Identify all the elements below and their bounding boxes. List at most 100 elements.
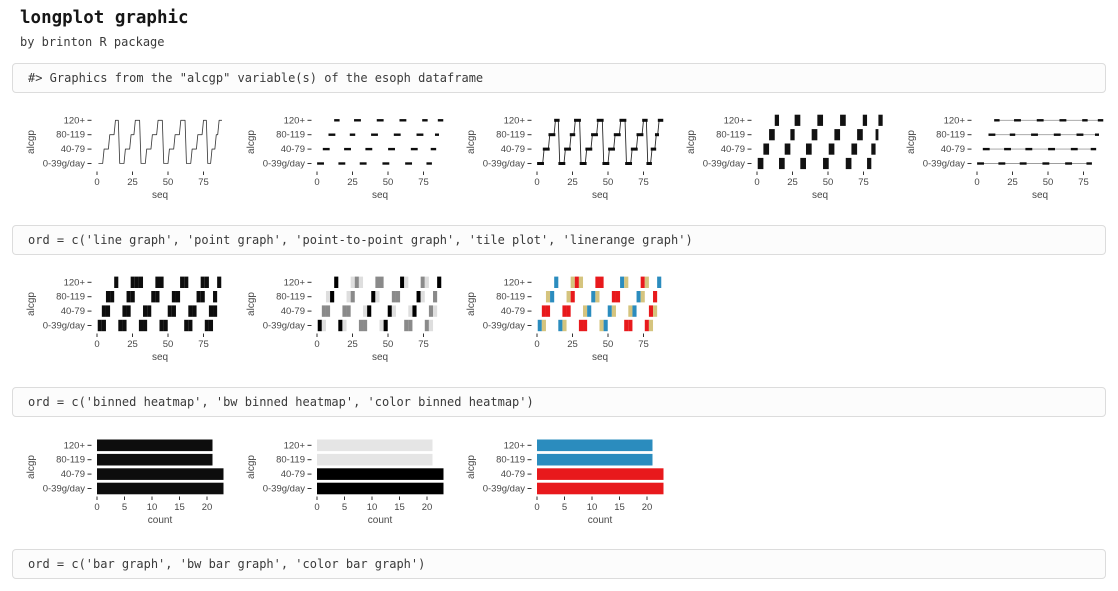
chart-canvas-point-to-point-graph: 0-39g/day 40-79 80-119 120+ 0 25 50 75 seq alcgp [466, 115, 664, 201]
svg-text:5: 5 [342, 502, 347, 513]
plot-row-heatmaps: 0-39g/day 40-79 80-119 120+ 0 25 50 75 seq alcgp … [0, 263, 1118, 375]
svg-text:0: 0 [534, 339, 539, 350]
plot-bw-binned-heatmap: 0-39g/day 40-79 80-119 120+ 0 25 50 75 seq alcgp [235, 263, 455, 375]
svg-text:50: 50 [1043, 177, 1054, 188]
svg-text:0-39g/day: 0-39g/day [483, 321, 526, 332]
svg-text:0: 0 [974, 177, 979, 188]
svg-text:120+: 120+ [284, 440, 306, 451]
svg-text:10: 10 [587, 502, 598, 513]
svg-text:25: 25 [127, 177, 138, 188]
svg-text:0-39g/day: 0-39g/day [43, 484, 86, 495]
svg-text:75: 75 [858, 177, 869, 188]
svg-text:alcgp: alcgp [686, 130, 697, 154]
svg-text:40-79: 40-79 [941, 144, 965, 155]
plot-line-graph: 0-39g/day 40-79 80-119 120+ 0 25 50 75 seq alcgp [15, 101, 235, 213]
svg-text:0: 0 [314, 177, 319, 188]
svg-text:alcgp: alcgp [466, 292, 477, 316]
svg-text:75: 75 [418, 339, 429, 350]
svg-text:40-79: 40-79 [721, 144, 745, 155]
plot-binned-heatmap: 0-39g/day 40-79 80-119 120+ 0 25 50 75 seq alcgp [15, 263, 235, 375]
svg-text:40-79: 40-79 [501, 306, 525, 317]
svg-text:120+: 120+ [944, 115, 966, 126]
svg-text:0: 0 [534, 502, 539, 513]
svg-text:80-119: 80-119 [936, 130, 965, 141]
svg-text:75: 75 [198, 339, 209, 350]
code-block-ord-heatmaps: ord = c('binned heatmap', 'bw binned hea… [12, 387, 1106, 417]
svg-text:120+: 120+ [504, 440, 526, 451]
svg-text:80-119: 80-119 [56, 455, 85, 466]
svg-text:80-119: 80-119 [56, 292, 85, 303]
svg-text:20: 20 [642, 502, 653, 513]
svg-text:0-39g/day: 0-39g/day [263, 321, 306, 332]
svg-text:120+: 120+ [504, 115, 526, 126]
svg-text:50: 50 [603, 177, 614, 188]
svg-text:0: 0 [94, 177, 99, 188]
svg-text:40-79: 40-79 [61, 306, 85, 317]
svg-text:0-39g/day: 0-39g/day [923, 159, 966, 170]
plot-bw-bar-graph: 0-39g/day 40-79 80-119 120+ 0 5 10 15 20 count alc… [235, 426, 455, 538]
svg-text:25: 25 [127, 339, 138, 350]
svg-text:0: 0 [94, 502, 99, 513]
chart-canvas-linerange-graph: 0-39g/day 40-79 80-119 120+ 0 25 50 75 seq alcgp [906, 115, 1104, 201]
chart-canvas-bw-bar-graph: 0-39g/day 40-79 80-119 120+ 0 5 10 15 20 count alc… [246, 439, 444, 526]
svg-text:120+: 120+ [64, 115, 86, 126]
chart-canvas-line-graph: 0-39g/day 40-79 80-119 120+ 0 25 50 75 seq alcgp [26, 115, 222, 201]
svg-text:0-39g/day: 0-39g/day [483, 159, 526, 170]
svg-text:10: 10 [367, 502, 378, 513]
svg-text:25: 25 [347, 339, 358, 350]
svg-text:0-39g/day: 0-39g/day [703, 159, 746, 170]
svg-text:0-39g/day: 0-39g/day [483, 484, 526, 495]
svg-text:seq: seq [372, 190, 388, 201]
svg-text:15: 15 [394, 502, 405, 513]
svg-text:40-79: 40-79 [281, 469, 305, 480]
svg-text:120+: 120+ [64, 440, 86, 451]
svg-text:20: 20 [202, 502, 213, 513]
svg-text:50: 50 [603, 339, 614, 350]
svg-text:80-119: 80-119 [56, 130, 85, 141]
svg-text:50: 50 [383, 339, 394, 350]
svg-text:40-79: 40-79 [281, 306, 305, 317]
svg-text:50: 50 [163, 339, 174, 350]
svg-text:count: count [148, 515, 173, 526]
svg-text:120+: 120+ [504, 277, 526, 288]
svg-text:alcgp: alcgp [26, 130, 37, 154]
page-title: longplot graphic [20, 8, 189, 28]
plot-row-bars: 0-39g/day 40-79 80-119 120+ 0 5 10 15 20 count alc… [0, 426, 1118, 538]
plot-color-bar-graph: 0-39g/day 40-79 80-119 120+ 0 5 10 15 20 count alc… [455, 426, 675, 538]
svg-text:alcgp: alcgp [26, 455, 37, 479]
page-header: longplot graphic by brinton R package [0, 0, 1118, 49]
svg-text:alcgp: alcgp [246, 130, 257, 154]
page-subtitle: by brinton R package [20, 35, 165, 49]
svg-text:alcgp: alcgp [26, 292, 37, 316]
svg-text:5: 5 [562, 502, 567, 513]
svg-text:80-119: 80-119 [276, 455, 305, 466]
svg-text:seq: seq [592, 352, 608, 363]
plot-tile-plot: 0-39g/day 40-79 80-119 120+ 0 25 50 75 seq alcgp [675, 101, 895, 213]
svg-text:10: 10 [147, 502, 158, 513]
svg-text:seq: seq [812, 190, 828, 201]
svg-text:alcgp: alcgp [246, 455, 257, 479]
code-block-ord-bars: ord = c('bar graph', 'bw bar graph', 'co… [12, 549, 1106, 579]
svg-text:120+: 120+ [724, 115, 746, 126]
svg-text:0: 0 [754, 177, 759, 188]
svg-text:0-39g/day: 0-39g/day [43, 159, 86, 170]
svg-text:5: 5 [122, 502, 127, 513]
code-block-ord-longplots: ord = c('line graph', 'point graph', 'po… [12, 225, 1106, 255]
svg-text:40-79: 40-79 [61, 144, 85, 155]
svg-text:seq: seq [1032, 190, 1048, 201]
svg-text:40-79: 40-79 [501, 469, 525, 480]
svg-text:seq: seq [152, 190, 168, 201]
svg-text:alcgp: alcgp [466, 455, 477, 479]
svg-text:0: 0 [314, 502, 319, 513]
svg-text:80-119: 80-119 [496, 292, 525, 303]
svg-text:75: 75 [638, 339, 649, 350]
plot-row-longplots: 0-39g/day 40-79 80-119 120+ 0 25 50 75 seq alcgp … [0, 101, 1118, 213]
svg-text:75: 75 [418, 177, 429, 188]
svg-text:25: 25 [567, 339, 578, 350]
svg-text:15: 15 [174, 502, 185, 513]
plot-color-binned-heatmap: 0-39g/day 40-79 80-119 120+ 0 25 50 75 seq alcgp [455, 263, 675, 375]
svg-text:40-79: 40-79 [501, 144, 525, 155]
svg-text:0-39g/day: 0-39g/day [43, 321, 86, 332]
chart-canvas-point-graph: 0-39g/day 40-79 80-119 120+ 0 25 50 75 seq alcgp [246, 115, 444, 201]
svg-text:75: 75 [1078, 177, 1089, 188]
